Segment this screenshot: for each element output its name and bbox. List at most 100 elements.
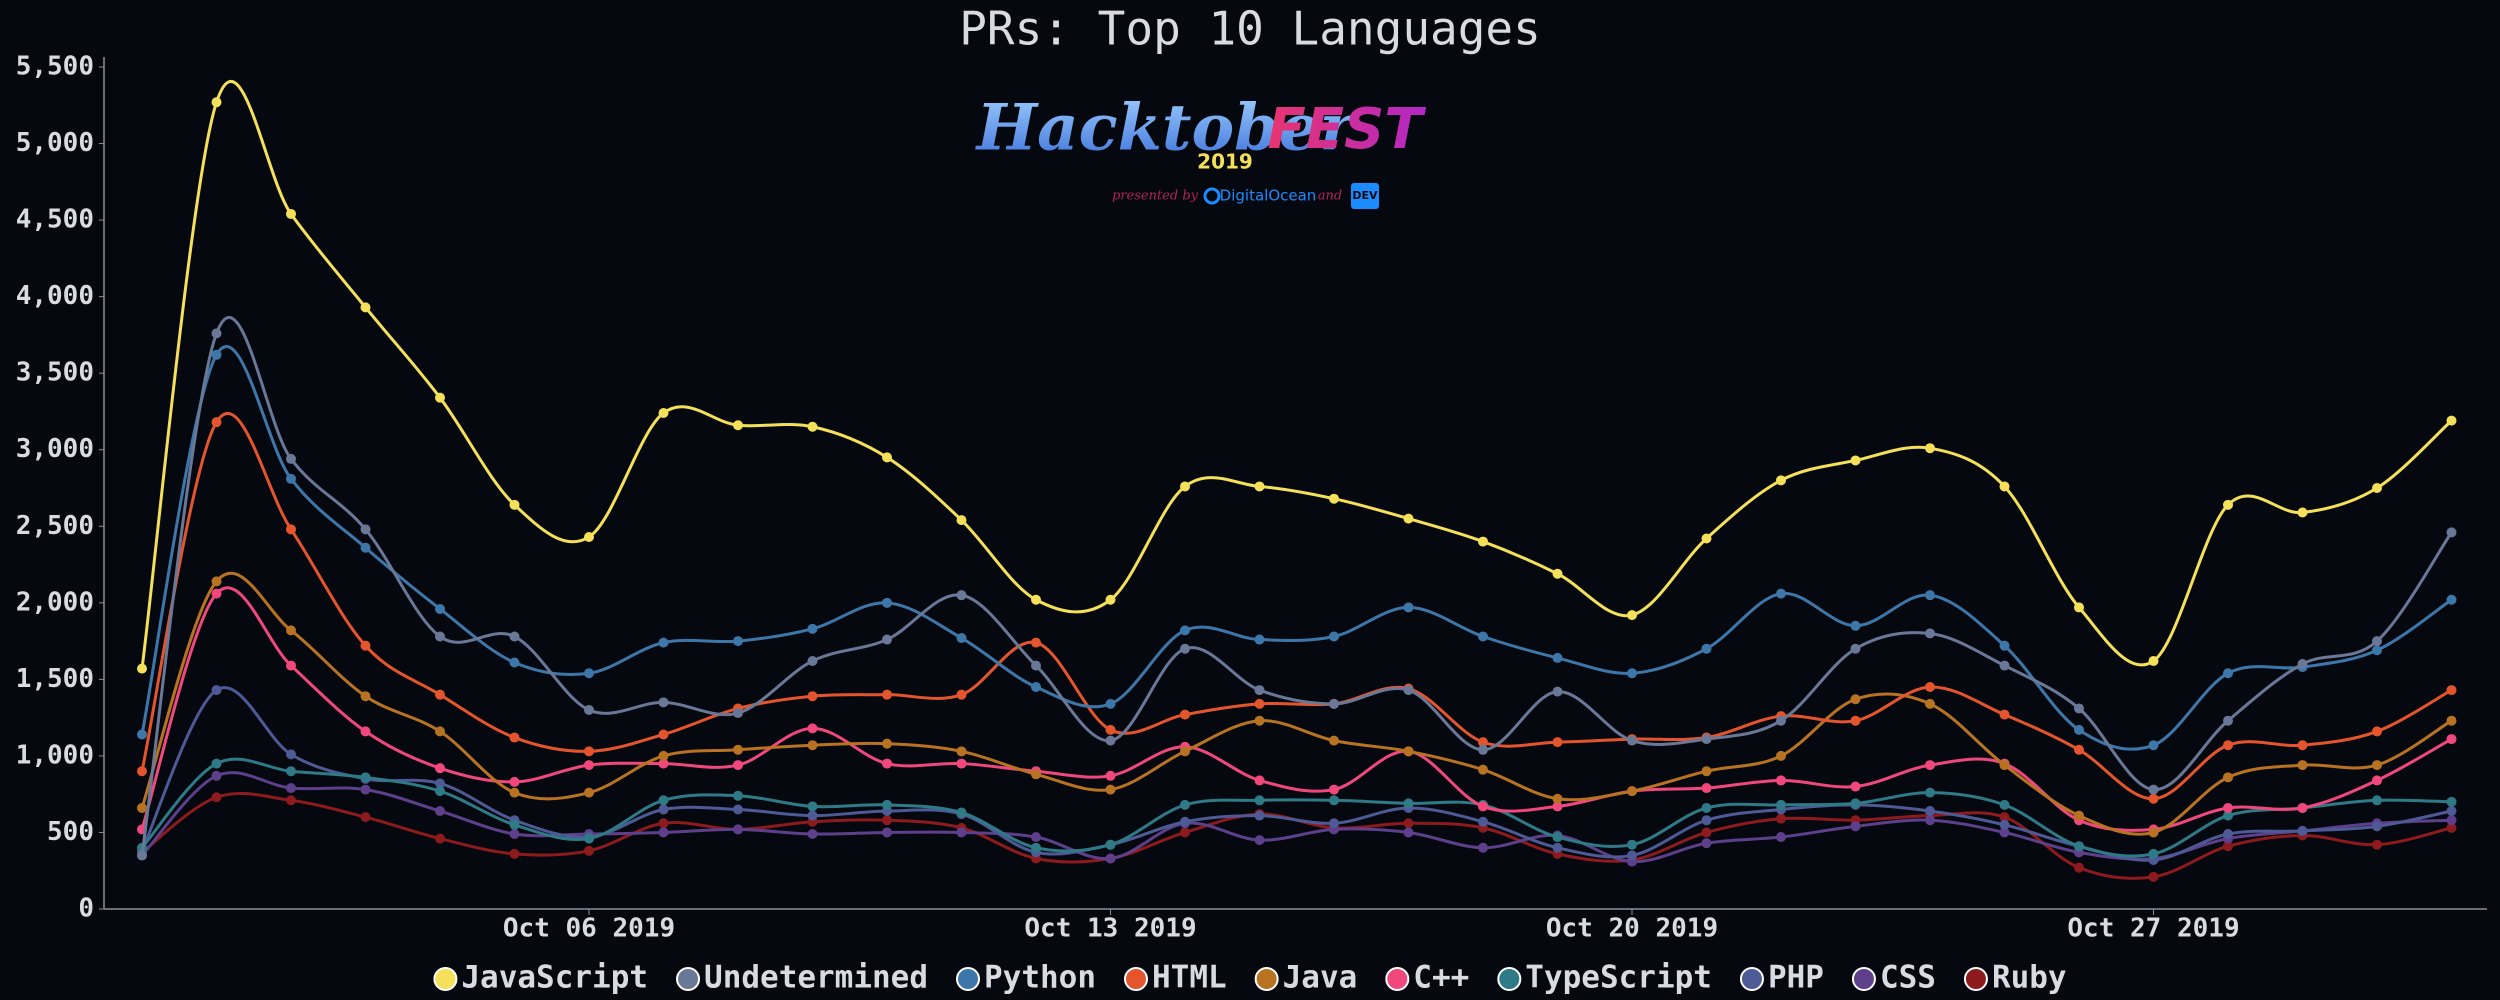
point [360,524,371,535]
point [1850,781,1861,792]
point [1254,715,1265,726]
point [1180,827,1190,838]
legend-label: Ruby [1992,960,2067,996]
series [137,345,2457,751]
point [1031,769,1041,780]
point [584,787,594,798]
point [435,778,445,789]
point [2074,602,2084,613]
point [733,708,743,719]
point [137,766,147,777]
point [211,97,222,108]
point [1254,775,1265,786]
logo-badge [1351,183,1379,209]
logo-text: and [1318,189,1342,204]
series [137,315,2457,861]
point [882,758,892,769]
point [1105,698,1116,709]
point [733,760,743,771]
point [211,685,222,696]
point [1776,715,1786,726]
point [509,657,520,668]
point [807,801,818,812]
point [2074,703,2084,714]
point [658,818,669,829]
point [2446,806,2457,817]
point [435,786,445,797]
point [2372,795,2382,806]
point [807,828,818,839]
y-tick-label: 4,000 [16,281,94,311]
series [137,571,2457,838]
x-tick-label: Oct 06 2019 [503,914,675,944]
point [733,420,743,431]
point [286,749,296,760]
point [2446,415,2457,426]
y-tick-label: 500 [47,817,94,847]
point [1627,839,1637,850]
point [956,758,967,769]
point [1850,715,1861,726]
point [1403,818,1414,829]
point [360,772,371,783]
point [1925,787,1935,798]
point [360,691,371,702]
point [2446,815,2457,826]
point [1329,735,1339,746]
legend-marker [1739,967,1764,991]
point [1180,799,1190,810]
legend-marker [433,967,458,991]
point [1180,816,1190,827]
point [137,729,147,740]
point [1478,801,1488,812]
point [509,776,520,787]
point [1701,783,1712,794]
point [1999,799,2010,810]
point [2148,827,2159,838]
point [1478,842,1488,853]
point [2223,668,2233,679]
point [1701,734,1712,745]
legend-label: PHP [1768,960,1824,996]
point [211,770,222,781]
line [140,315,2453,856]
series [137,80,2457,674]
point [1999,812,2010,823]
logo-text: presented by [1112,189,1199,204]
legend-item: CSS [1851,960,1936,996]
point [1925,443,1935,454]
line [140,80,2453,669]
point [2148,784,2159,795]
point [2074,862,2084,873]
point [1925,806,1935,817]
legend-label: HTML [1152,960,1227,996]
point [509,819,520,830]
point [1254,795,1265,806]
point [1776,750,1786,761]
legend-item: Ruby [1963,960,2067,996]
point [1254,685,1265,696]
point [1552,568,1563,579]
y-tick-label: 5,500 [16,52,94,82]
point [286,766,296,777]
point [1105,770,1116,781]
point [2446,734,2457,745]
logo-text: DigitalOcean [1220,187,1317,205]
point [956,515,967,526]
legend-label: CSS [1880,960,1936,996]
point [1925,698,1935,709]
point [882,452,892,463]
point [211,417,222,428]
legend-marker [1385,967,1410,991]
point [1403,798,1414,809]
point [2074,744,2084,755]
point [882,634,892,645]
point [1701,643,1712,654]
point [1031,842,1041,853]
point [1999,481,2010,492]
point [2148,793,2159,804]
logo-word: Hacktober [975,91,1358,166]
point [1552,737,1563,748]
point [882,827,892,838]
legend-marker [676,967,701,991]
